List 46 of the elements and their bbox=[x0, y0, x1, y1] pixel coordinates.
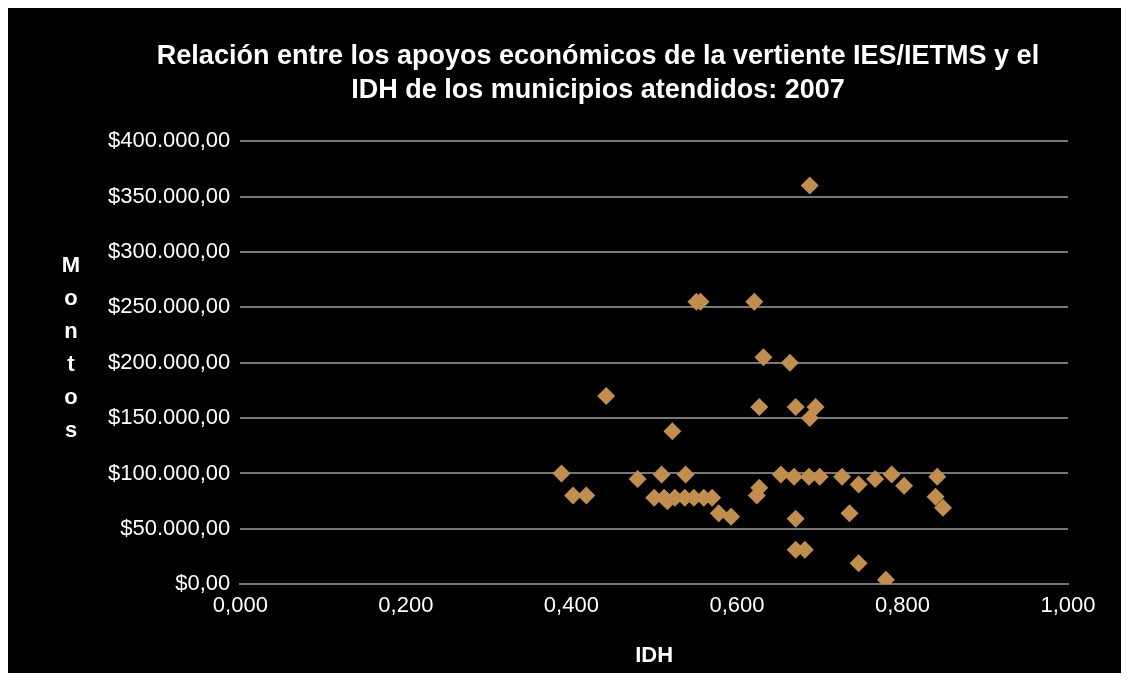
point bbox=[722, 507, 741, 526]
point bbox=[750, 398, 769, 416]
point bbox=[833, 467, 852, 486]
y-tick-label: $400.000,00 bbox=[108, 127, 231, 153]
point bbox=[771, 465, 790, 484]
point bbox=[676, 465, 695, 484]
point bbox=[577, 486, 596, 505]
point bbox=[597, 386, 616, 405]
point bbox=[745, 292, 764, 311]
y-tick-label: $200.000,00 bbox=[108, 348, 231, 374]
point bbox=[866, 469, 885, 488]
point bbox=[786, 398, 805, 416]
y-tick-label: $100.000,00 bbox=[108, 459, 231, 485]
point bbox=[754, 348, 773, 367]
point bbox=[786, 509, 805, 528]
y-tick-label: $350.000,00 bbox=[108, 182, 231, 208]
y-tick-label: $250.000,00 bbox=[108, 293, 231, 319]
point bbox=[628, 469, 647, 488]
y-axis-title: Montos bbox=[60, 251, 82, 444]
x-tick-label: 0,600 bbox=[709, 592, 765, 618]
y-tick-label: $150.000,00 bbox=[108, 404, 231, 430]
point bbox=[552, 464, 571, 483]
point bbox=[780, 353, 799, 372]
point bbox=[928, 467, 947, 486]
point bbox=[800, 176, 819, 195]
point bbox=[849, 475, 868, 494]
y-tick-label: $300.000,00 bbox=[108, 238, 231, 264]
point bbox=[849, 554, 868, 573]
x-tick-label: 0,800 bbox=[874, 592, 930, 618]
y-tick-label: $50.000,00 bbox=[120, 514, 231, 540]
point bbox=[934, 498, 953, 517]
point bbox=[882, 465, 901, 484]
x-axis-title: IDH bbox=[635, 641, 674, 667]
point bbox=[806, 398, 825, 416]
chart-title: Relación entre los apoyos económicos de la vertiente IES/IETMS y el IDH de los municipios atendidos: 2007 bbox=[155, 39, 1041, 106]
x-tick-label: 1,000 bbox=[1040, 592, 1096, 618]
point bbox=[652, 465, 671, 484]
x-tick-label: 0,200 bbox=[378, 592, 434, 618]
point bbox=[663, 422, 682, 441]
point bbox=[709, 504, 728, 523]
point bbox=[895, 476, 914, 495]
point bbox=[785, 467, 804, 486]
point bbox=[800, 409, 819, 428]
x-tick-label: 0,400 bbox=[543, 592, 599, 618]
point bbox=[926, 487, 945, 506]
point bbox=[840, 504, 859, 523]
